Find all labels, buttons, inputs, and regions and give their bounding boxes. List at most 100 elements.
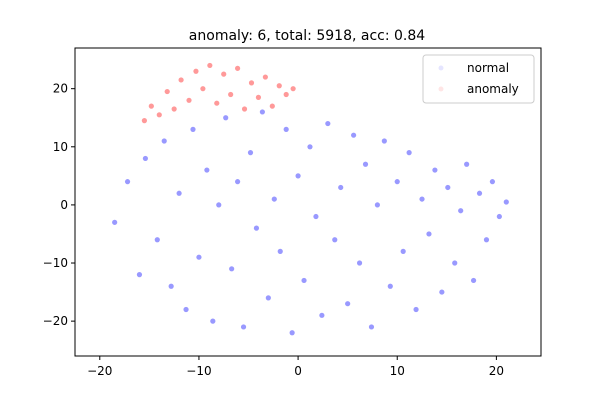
point-normal bbox=[124, 179, 131, 185]
legend-label-anomaly: anomaly bbox=[467, 82, 519, 96]
series-normal bbox=[112, 109, 509, 336]
x-tick-label: −20 bbox=[87, 364, 112, 378]
point-normal bbox=[381, 138, 387, 144]
legend-marker-normal bbox=[438, 65, 444, 71]
point-normal bbox=[190, 126, 196, 132]
point-normal bbox=[176, 190, 182, 196]
series-anomaly bbox=[141, 62, 296, 124]
point-normal bbox=[319, 312, 325, 318]
point-normal bbox=[489, 179, 496, 185]
point-anomaly bbox=[156, 112, 162, 118]
chart-title: anomaly: 6, total: 5918, acc: 0.84 bbox=[189, 28, 425, 44]
point-anomaly bbox=[171, 106, 177, 112]
point-normal bbox=[368, 324, 375, 330]
point-anomaly bbox=[193, 68, 199, 74]
point-normal bbox=[183, 306, 189, 313]
point-normal bbox=[253, 225, 260, 231]
point-normal bbox=[210, 318, 216, 324]
point-normal bbox=[426, 231, 432, 237]
point-normal bbox=[325, 120, 331, 127]
point-normal bbox=[235, 179, 241, 185]
point-normal bbox=[313, 213, 319, 220]
point-anomaly bbox=[290, 86, 296, 92]
point-normal bbox=[362, 161, 369, 167]
point-normal bbox=[476, 190, 483, 196]
point-anomaly bbox=[214, 100, 220, 106]
point-anomaly bbox=[276, 83, 282, 89]
point-anomaly bbox=[141, 118, 147, 124]
legend: normal anomaly bbox=[422, 54, 535, 104]
point-normal bbox=[271, 196, 277, 202]
x-axis: −20 −10 0 10 20 bbox=[87, 356, 504, 378]
point-normal bbox=[356, 260, 363, 266]
point-normal bbox=[432, 167, 438, 173]
point-normal bbox=[439, 289, 445, 295]
point-normal bbox=[247, 150, 254, 156]
legend-label-normal: normal bbox=[467, 61, 509, 75]
point-normal bbox=[289, 330, 295, 336]
point-anomaly bbox=[269, 103, 275, 109]
points-layer bbox=[112, 62, 509, 336]
point-normal bbox=[351, 132, 357, 138]
x-tick-label: −10 bbox=[186, 364, 211, 378]
point-normal bbox=[277, 248, 283, 254]
point-normal bbox=[265, 295, 271, 301]
point-anomaly bbox=[262, 74, 268, 80]
point-normal bbox=[283, 126, 289, 132]
point-normal bbox=[464, 161, 470, 167]
point-normal bbox=[345, 301, 351, 307]
point-anomaly bbox=[164, 88, 170, 95]
x-tick-label: 20 bbox=[489, 364, 504, 378]
point-anomaly bbox=[241, 106, 248, 112]
point-normal bbox=[307, 144, 313, 150]
point-anomaly bbox=[221, 71, 227, 77]
point-normal bbox=[196, 254, 202, 260]
point-normal bbox=[413, 306, 419, 313]
point-normal bbox=[301, 277, 307, 284]
point-normal bbox=[168, 283, 174, 289]
point-normal bbox=[295, 173, 301, 179]
point-normal bbox=[112, 219, 118, 225]
point-anomaly bbox=[200, 86, 206, 92]
point-normal bbox=[496, 213, 502, 220]
point-normal bbox=[259, 109, 265, 115]
point-normal bbox=[136, 272, 143, 278]
point-normal bbox=[458, 208, 464, 214]
y-tick-label: −20 bbox=[43, 314, 68, 328]
point-normal bbox=[394, 179, 400, 185]
point-anomaly bbox=[148, 103, 154, 109]
point-normal bbox=[374, 202, 380, 208]
point-anomaly bbox=[228, 91, 234, 98]
point-normal bbox=[204, 167, 210, 173]
y-tick-label: 0 bbox=[60, 198, 68, 212]
point-normal bbox=[240, 324, 247, 330]
point-normal bbox=[483, 237, 490, 243]
point-anomaly bbox=[207, 62, 213, 69]
point-normal bbox=[419, 196, 425, 202]
point-normal bbox=[154, 237, 160, 243]
y-tick-label: 10 bbox=[53, 140, 68, 154]
point-anomaly bbox=[283, 91, 289, 98]
point-normal bbox=[223, 115, 229, 121]
point-normal bbox=[387, 283, 393, 289]
point-anomaly bbox=[178, 77, 184, 83]
point-normal bbox=[400, 248, 406, 254]
x-tick-label: 10 bbox=[390, 364, 405, 378]
point-anomaly bbox=[248, 80, 255, 86]
point-normal bbox=[445, 184, 451, 191]
point-normal bbox=[338, 184, 344, 191]
x-tick-label: 0 bbox=[294, 364, 302, 378]
point-normal bbox=[332, 237, 338, 243]
y-axis: −20 −10 0 10 20 bbox=[43, 82, 75, 328]
point-normal bbox=[452, 260, 458, 266]
point-normal bbox=[503, 199, 509, 205]
point-anomaly bbox=[235, 65, 241, 71]
point-normal bbox=[216, 202, 222, 208]
point-anomaly bbox=[186, 97, 192, 103]
point-normal bbox=[142, 155, 148, 162]
point-anomaly bbox=[255, 94, 262, 100]
point-normal bbox=[470, 277, 477, 284]
legend-marker-anomaly bbox=[438, 86, 444, 92]
